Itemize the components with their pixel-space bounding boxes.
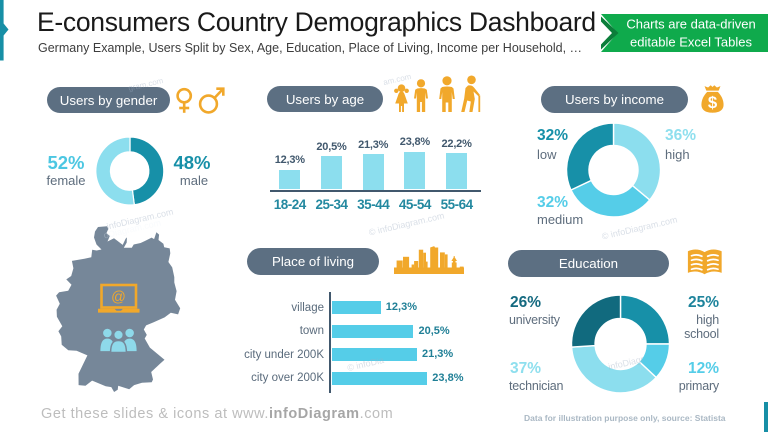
svg-text:@: @	[111, 290, 126, 306]
svg-text:Charts are data-driven: Charts are data-driven	[626, 17, 755, 32]
svg-text:editable Excel Tables: editable Excel Tables	[630, 35, 752, 50]
svg-text:$: $	[708, 93, 718, 112]
